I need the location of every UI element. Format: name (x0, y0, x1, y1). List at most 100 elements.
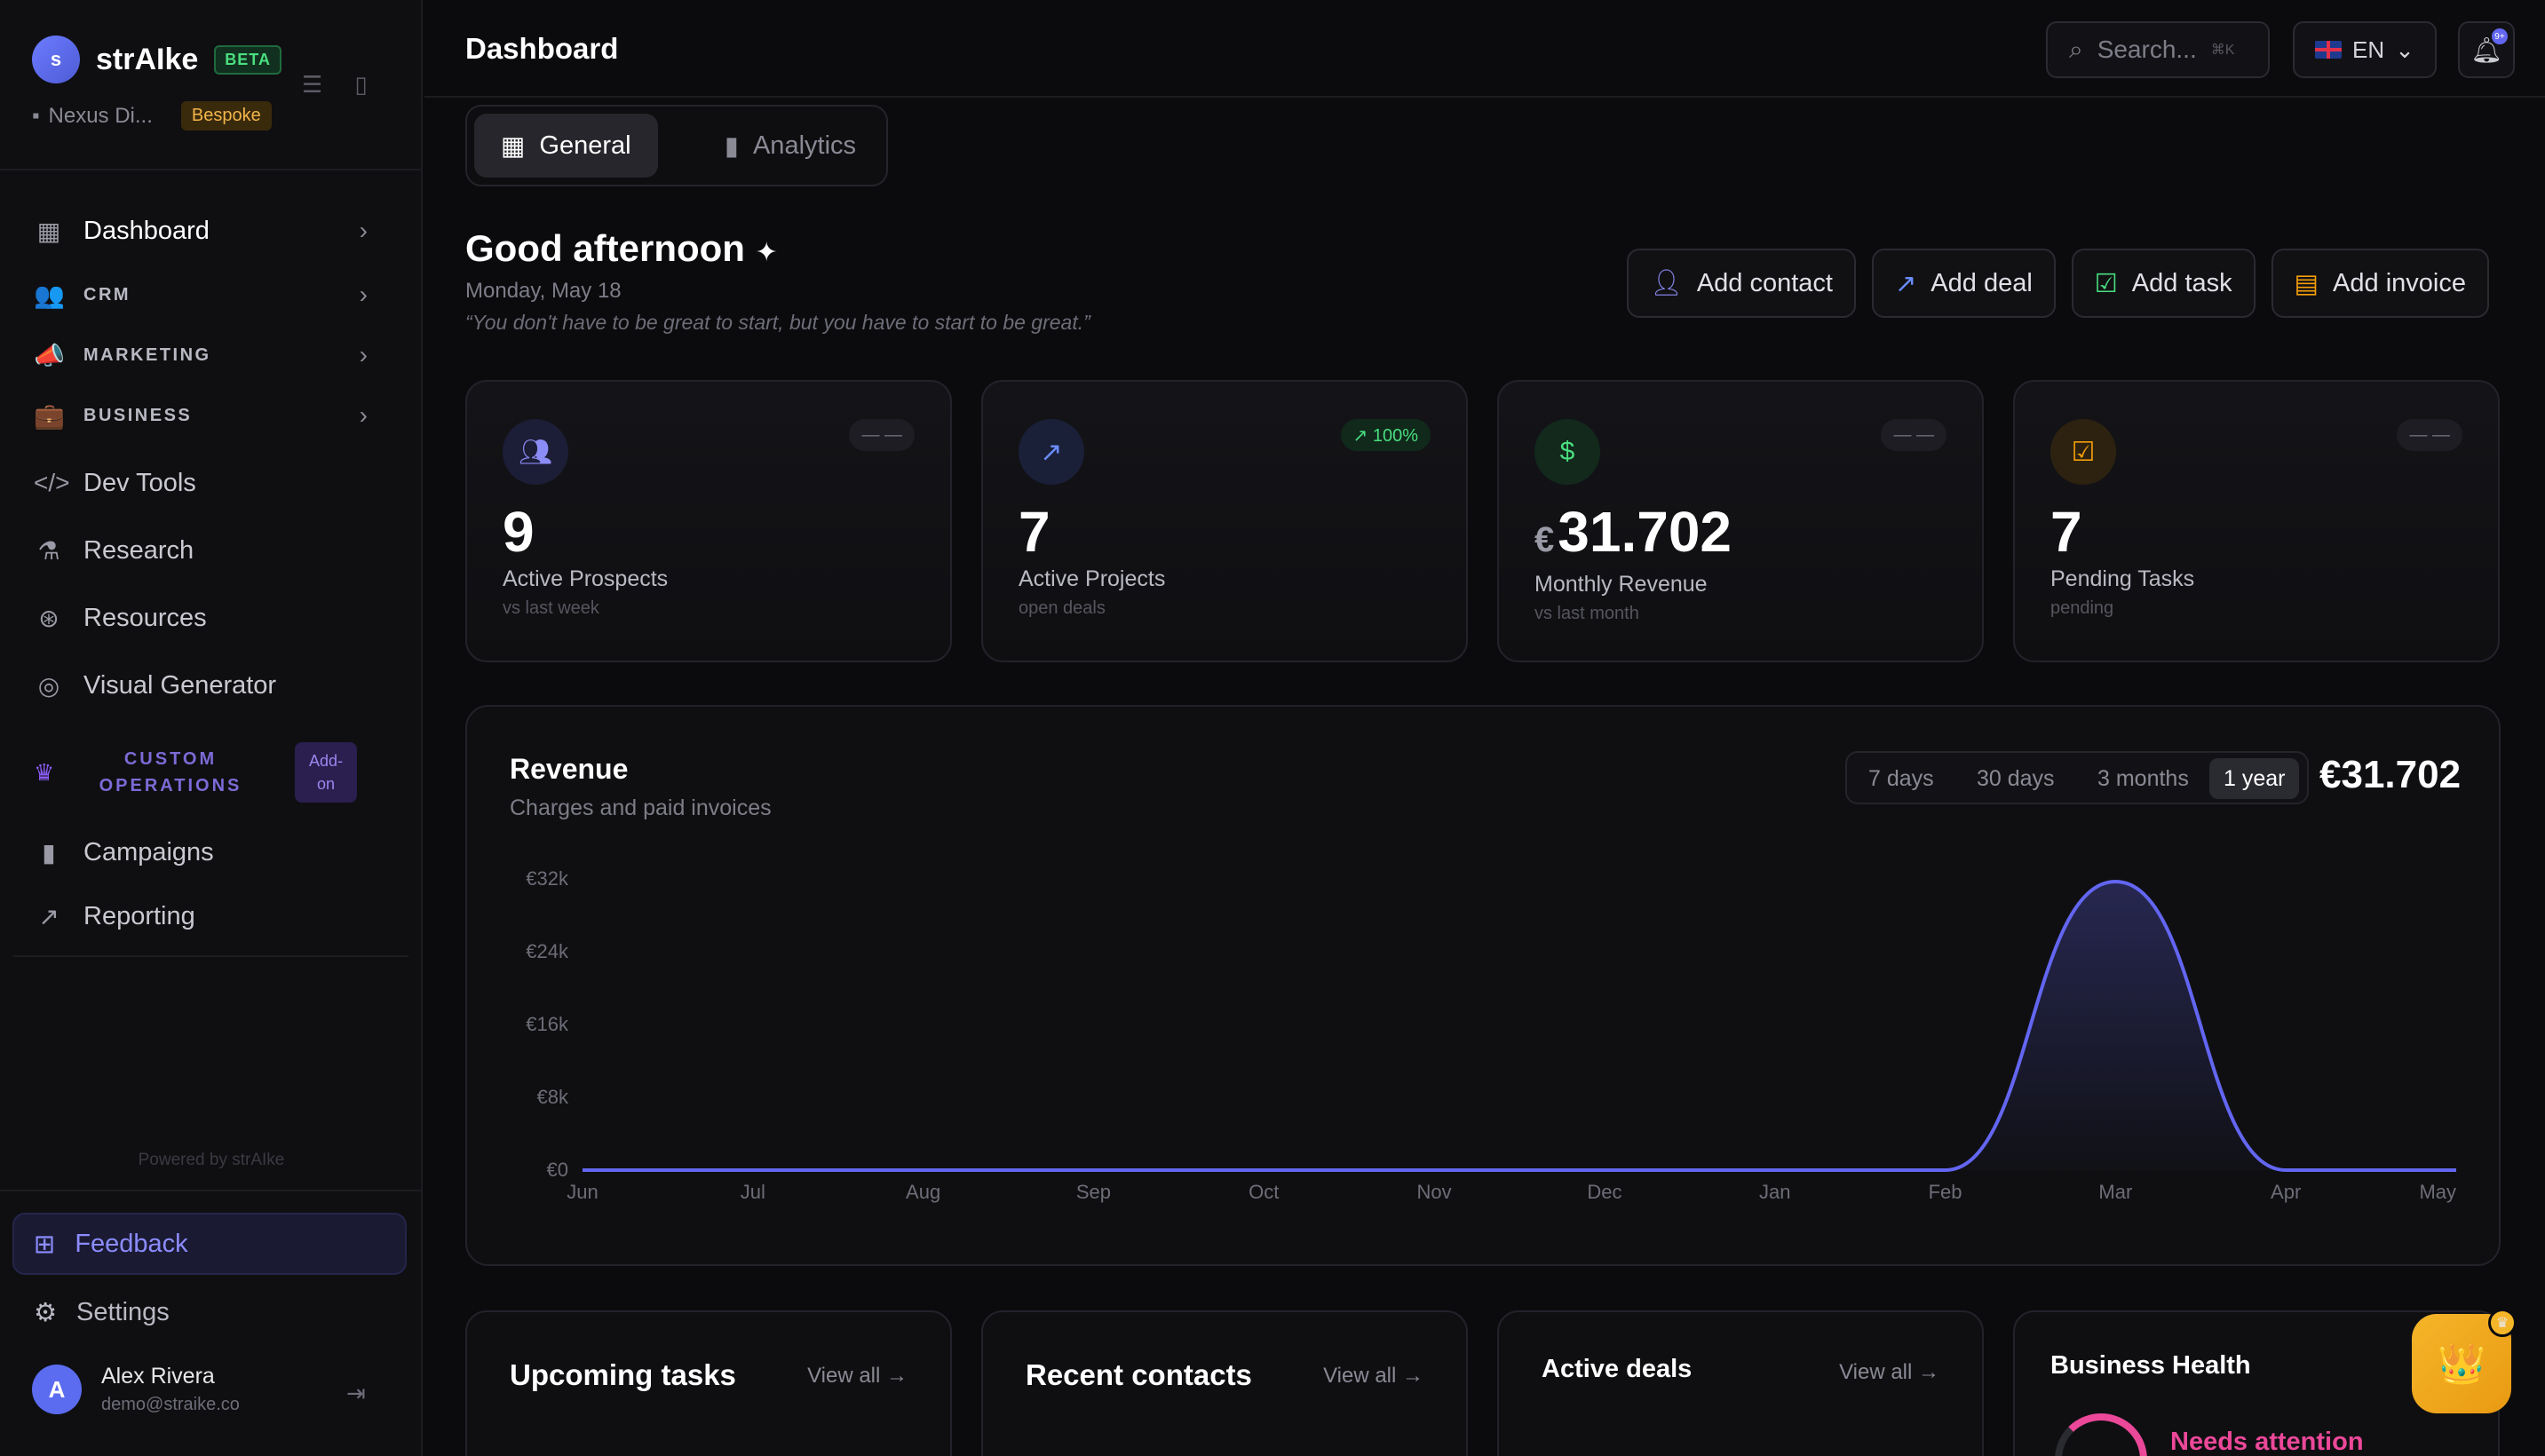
sidebar-item-label: CRM (83, 284, 131, 305)
brand-logo: s (32, 36, 80, 83)
sidebar-item-visual-generator[interactable]: ◎ Visual Generator (12, 657, 408, 714)
list-view-icon[interactable]: ☰ (302, 71, 323, 98)
stat-card-projects[interactable]: ↗ ↗ 100% 7 Active Projects open deals (981, 380, 1468, 662)
sidebar: s strAIke BETA ☰ ▯ ▪ Nexus Di... Bespoke… (0, 0, 423, 1456)
sidebar-item-label: Research (83, 535, 194, 565)
range-3-months[interactable]: 3 months (2097, 765, 2189, 791)
language-select[interactable]: EN ⌄ (2293, 21, 2437, 78)
range-7-days[interactable]: 7 days (1868, 765, 1934, 791)
feedback-button[interactable]: ⊞ Feedback (12, 1213, 407, 1275)
feedback-icon: ⊞ (34, 1230, 56, 1259)
collapse-sidebar-icon[interactable]: ▯ (354, 71, 368, 98)
sidebar-item-business[interactable]: 💼 BUSINESS › (12, 387, 408, 444)
add-invoice-label: Add invoice (2333, 268, 2466, 297)
view-all-label: View all (807, 1364, 881, 1388)
sidebar-item-label: BUSINESS (83, 405, 193, 425)
recent-contacts-card: Recent contacts View all → (981, 1310, 1468, 1456)
sidebar-controls: ☰ ▯ (302, 71, 368, 99)
arrow-right-icon: → (886, 1364, 908, 1388)
sidebar-item-label: Reporting (83, 901, 195, 930)
org-name: Nexus Di... (48, 103, 153, 128)
divider (0, 169, 423, 170)
topbar: Dashboard ⌕ Search... ⌘K EN ⌄ 🔔︎ 9+ (424, 0, 2545, 98)
x-tick-label: May (2419, 1181, 2456, 1203)
org-tag: Bespoke (180, 101, 272, 131)
y-tick-label: €0 (547, 1159, 568, 1181)
crown-icon: ♛ (34, 758, 55, 786)
checkbox-icon: ☑ (2050, 419, 2116, 485)
trend-icon: ↗ (1019, 419, 1084, 485)
card-title: Recent contacts (1026, 1358, 1252, 1391)
x-tick-label: Sep (1076, 1181, 1111, 1203)
logout-icon[interactable]: ⇥ (346, 1380, 366, 1406)
chevron-right-icon: › (359, 341, 368, 368)
sidebar-item-resources[interactable]: ⊛ Resources (12, 590, 408, 646)
view-all-link[interactable]: View all → (807, 1364, 908, 1389)
view-all-link[interactable]: View all → (1839, 1360, 1939, 1385)
tab-general[interactable]: ▦ General (474, 114, 658, 178)
sidebar-item-research[interactable]: ⚗ Research (12, 522, 408, 579)
add-deal-label: Add deal (1931, 268, 2033, 297)
x-tick-label: Oct (1249, 1181, 1279, 1203)
chevron-right-icon: › (359, 281, 368, 308)
org-switcher[interactable]: ▪ Nexus Di... Bespoke (32, 101, 272, 131)
sidebar-item-crm[interactable]: 👥 CRM › (12, 266, 408, 323)
trend-icon: ↗ (38, 902, 59, 930)
addon-badge: Add- on (295, 742, 358, 803)
stat-card-prospects[interactable]: 👥︎ — — 9 Active Prospects vs last week (465, 380, 952, 662)
search-shortcut: ⌘K (2210, 43, 2235, 58)
upcoming-tasks-card: Upcoming tasks View all → (465, 1310, 952, 1456)
greeting: Good afternoon ✦ Monday, May 18 “You don… (465, 227, 1090, 335)
quick-actions: 👤︎ Add contact ↗ Add deal ☑ Add task ▤ A… (1627, 249, 2489, 318)
tab-analytics[interactable]: ▮ Analytics (698, 114, 883, 178)
sidebar-item-label: Dashboard (83, 216, 210, 245)
addon-line2: on (317, 775, 336, 793)
stat-value: 7 (1019, 500, 1051, 564)
search-input[interactable]: ⌕ Search... ⌘K (2046, 21, 2270, 78)
add-user-icon: 👤︎ (1650, 269, 1683, 297)
addon-line1: Add- (309, 752, 344, 770)
view-all-label: View all (1323, 1364, 1397, 1388)
user-info: Alex Rivera demo@straike.co (101, 1364, 240, 1415)
revenue-total: €31.702 (2319, 753, 2462, 796)
stat-card-tasks[interactable]: ☑ — — 7 Pending Tasks pending (2013, 380, 2500, 662)
sidebar-item-campaigns[interactable]: ▮ Campaigns (12, 824, 408, 881)
greeting-date: Monday, May 18 (465, 279, 622, 303)
settings-button[interactable]: ⚙ Settings (12, 1284, 407, 1341)
user-profile[interactable]: A Alex Rivera demo@straike.co (32, 1364, 240, 1415)
range-30-days[interactable]: 30 days (1977, 765, 2055, 791)
page-title: Dashboard (465, 32, 619, 65)
notifications-button[interactable]: 🔔︎ 9+ (2458, 21, 2515, 78)
x-tick-label: Nov (1417, 1181, 1452, 1203)
crown-hands-icon: 👑 (2437, 1342, 2486, 1386)
sidebar-item-marketing[interactable]: 📣 MARKETING › (12, 327, 408, 384)
y-tick-label: €32k (526, 867, 569, 890)
code-icon: </> (34, 469, 70, 496)
card-title: Upcoming tasks (510, 1358, 736, 1391)
custom-operations-header: ♛ CUSTOM OPERATIONS Add- on (34, 742, 398, 803)
revenue-chart: €0 €8k €16k €24k €32k Jun Jul Aug Sep Oct Nov Dec Ja… (526, 867, 2457, 1203)
stat-sub: open deals (1019, 598, 1106, 618)
stat-card-revenue[interactable]: $ — — €31.702 Monthly Revenue vs last mo… (1497, 380, 1984, 662)
stat-value: €31.702 (1534, 499, 1732, 565)
x-tick-label: Mar (2098, 1181, 2132, 1203)
dollar-icon: $ (1534, 419, 1600, 485)
sidebar-item-reporting[interactable]: ↗ Reporting (12, 888, 408, 945)
add-deal-button[interactable]: ↗ Add deal (1871, 249, 2056, 318)
assistant-button[interactable]: 👑 ♛ (2412, 1309, 2517, 1413)
y-tick-label: €24k (526, 940, 569, 962)
stat-label: Monthly Revenue (1534, 572, 1708, 597)
add-task-button[interactable]: ☑ Add task (2071, 249, 2256, 318)
brand[interactable]: s strAIke BETA (32, 36, 281, 83)
sidebar-item-dev-tools[interactable]: </> Dev Tools (12, 455, 408, 511)
add-contact-button[interactable]: 👤︎ Add contact (1627, 249, 1856, 318)
sidebar-item-dashboard[interactable]: ▦ Dashboard › (12, 202, 408, 259)
feedback-label: Feedback (75, 1229, 188, 1258)
x-tick-label: Apr (2271, 1181, 2301, 1203)
sidebar-item-label: Dev Tools (83, 468, 196, 497)
view-all-link[interactable]: View all → (1323, 1364, 1423, 1389)
range-1-year[interactable]: 1 year (2209, 758, 2300, 799)
megaphone-icon: 📣 (34, 341, 65, 369)
stat-label: Active Projects (1019, 566, 1166, 591)
add-invoice-button[interactable]: ▤ Add invoice (2271, 249, 2489, 318)
